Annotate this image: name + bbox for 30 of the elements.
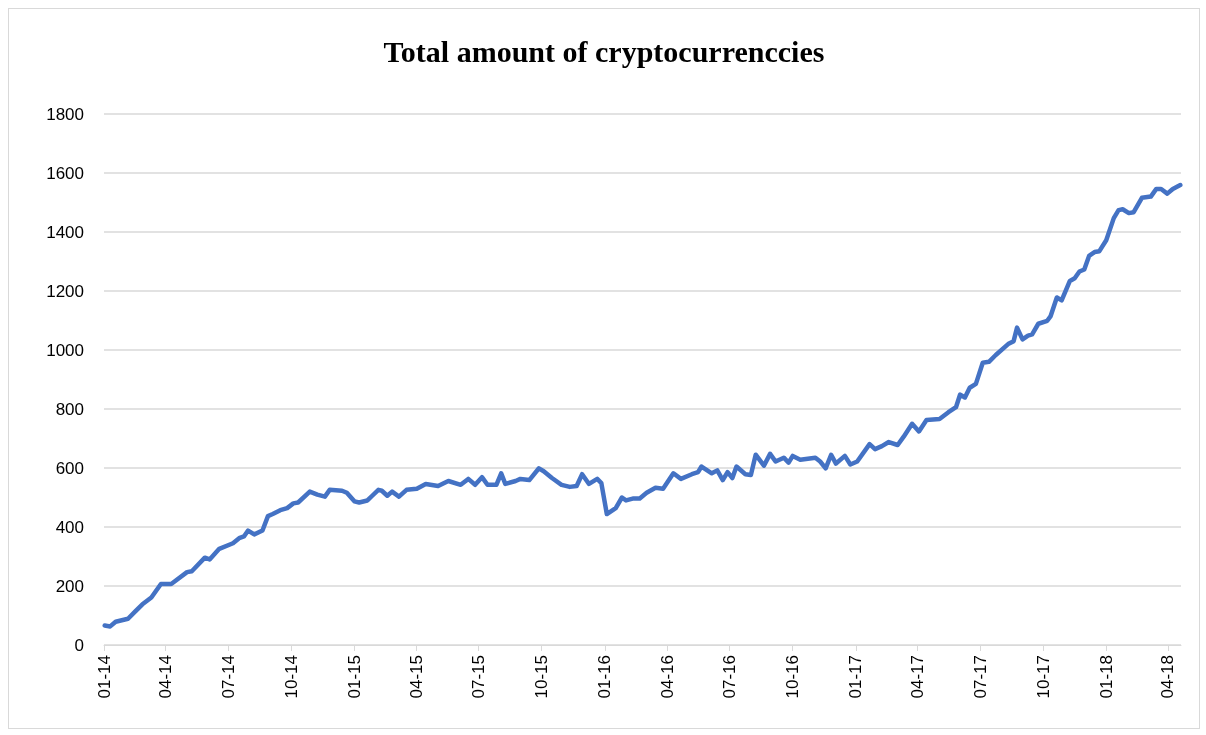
- y-tick-label: 600: [55, 458, 84, 478]
- x-tick-label: 07-15: [469, 655, 489, 699]
- y-tick-label: 1400: [46, 222, 84, 242]
- y-tick-label: 200: [55, 576, 84, 596]
- line-series: [102, 182, 1183, 629]
- x-tick-label: 10-17: [1033, 655, 1053, 699]
- y-tick-label: 1000: [46, 340, 84, 360]
- y-tick-label: 0: [74, 635, 84, 655]
- y-tick-label: 800: [55, 399, 84, 419]
- y-tick-label: 1600: [46, 163, 84, 183]
- y-tick-label: 400: [55, 517, 84, 537]
- y-tick-label: 1800: [46, 104, 84, 124]
- x-tick-label: 04-15: [406, 655, 426, 699]
- x-tick-label: 01-15: [344, 655, 364, 699]
- x-tick-label: 01-16: [595, 655, 615, 699]
- y-tick-label: 1200: [46, 281, 84, 301]
- x-tick-label: 04-16: [657, 655, 677, 699]
- x-tick-label: 04-14: [156, 655, 176, 699]
- x-tick-label: 01-18: [1096, 655, 1116, 699]
- x-tick-label: 07-14: [218, 655, 238, 699]
- chart-title: Total amount of cryptocurrenccies: [383, 34, 825, 68]
- x-tick-label: 10-14: [281, 655, 301, 699]
- x-tick-label: 04-17: [908, 655, 928, 699]
- x-tick-label: 10-16: [783, 655, 803, 699]
- x-tick-label: 07-16: [720, 655, 740, 699]
- x-tick-label: 07-17: [970, 655, 990, 699]
- x-tick-label: 10-15: [532, 655, 552, 699]
- x-tick-label: 01-14: [94, 655, 114, 699]
- x-tick-label: 04-18: [1158, 655, 1178, 699]
- x-tick-label: 01-17: [846, 655, 866, 699]
